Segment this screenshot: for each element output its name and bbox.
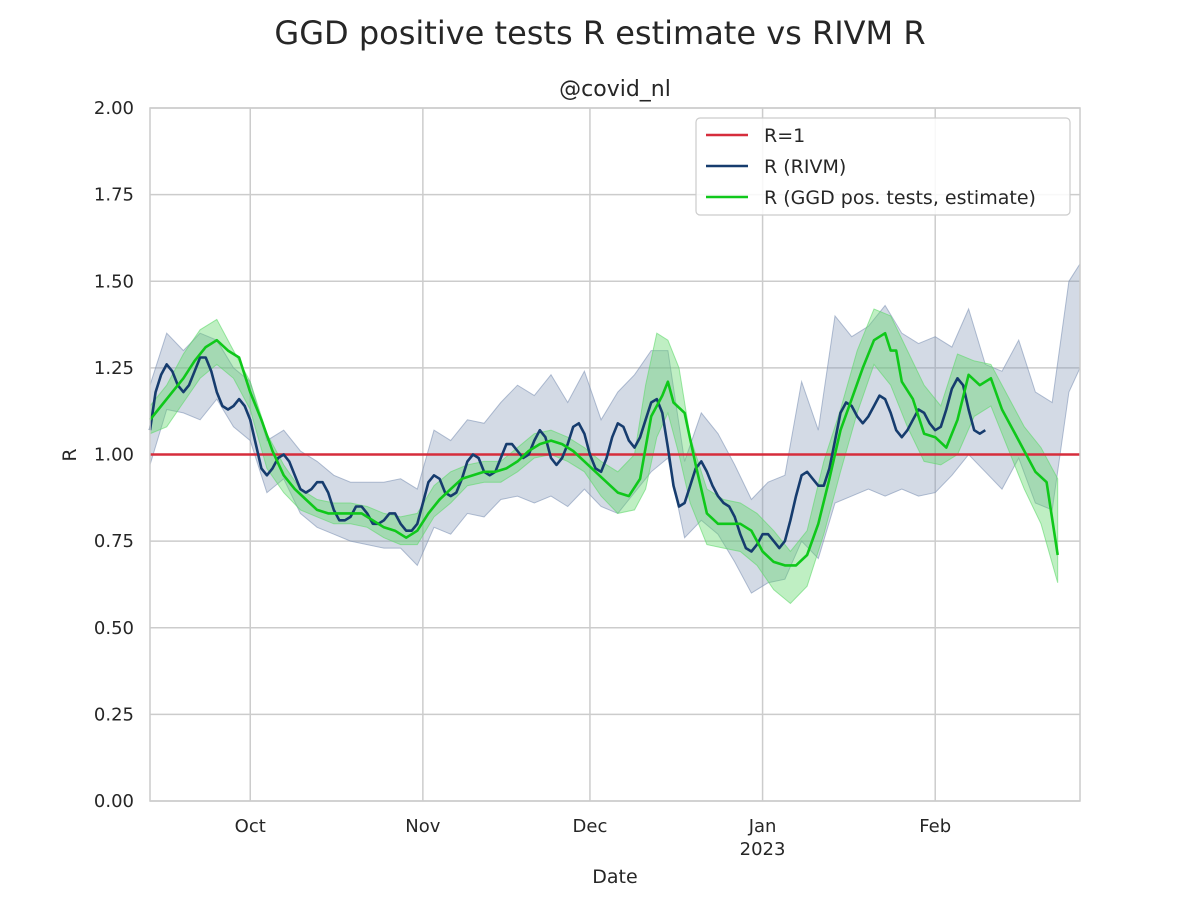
- x-tick-label: Dec: [573, 816, 608, 837]
- x-tick-label: Nov: [405, 816, 440, 837]
- series-line: [148, 356, 986, 553]
- y-axis-label: R: [59, 448, 81, 461]
- y-tick-label: 1.25: [94, 358, 134, 379]
- legend-box: [695, 117, 1071, 216]
- y-tick-label: 0.75: [94, 531, 134, 552]
- plot-frame: [149, 107, 1081, 802]
- legend-label: R (GGD pos. tests, estimate): [764, 187, 1036, 209]
- legend: R=1 R (RIVM) R (GGD pos. tests, estimate): [695, 117, 1071, 216]
- x-tick-label: Feb: [919, 816, 951, 837]
- y-tick-label: 2.00: [94, 98, 134, 119]
- y-tick-label: 0.00: [94, 791, 134, 812]
- y-tick-label: 0.50: [94, 618, 134, 639]
- series-lines: [148, 331, 1080, 567]
- y-tick-label: 1.75: [94, 185, 134, 206]
- y-tick-label: 1.50: [94, 271, 134, 292]
- x-tick-year-label: 2023: [740, 839, 786, 860]
- chart-subtitle: @covid_nl: [559, 77, 671, 102]
- chart-title: GGD positive tests R estimate vs RIVM R: [274, 14, 925, 52]
- x-tick-label: Oct: [235, 816, 266, 837]
- x-axis-label: Date: [592, 866, 637, 888]
- x-tick-label: Jan: [748, 816, 777, 837]
- legend-label: R=1: [764, 125, 805, 147]
- y-tick-label: 0.25: [94, 704, 134, 725]
- legend-label: R (RIVM): [764, 156, 846, 178]
- series-line: [148, 331, 1059, 567]
- tick-labels: 0.00 0.25 0.50 0.75 1.00 1.25 1.50 1.75 2.00 Oct N…: [94, 98, 951, 860]
- y-tick-label: 1.00: [94, 445, 134, 466]
